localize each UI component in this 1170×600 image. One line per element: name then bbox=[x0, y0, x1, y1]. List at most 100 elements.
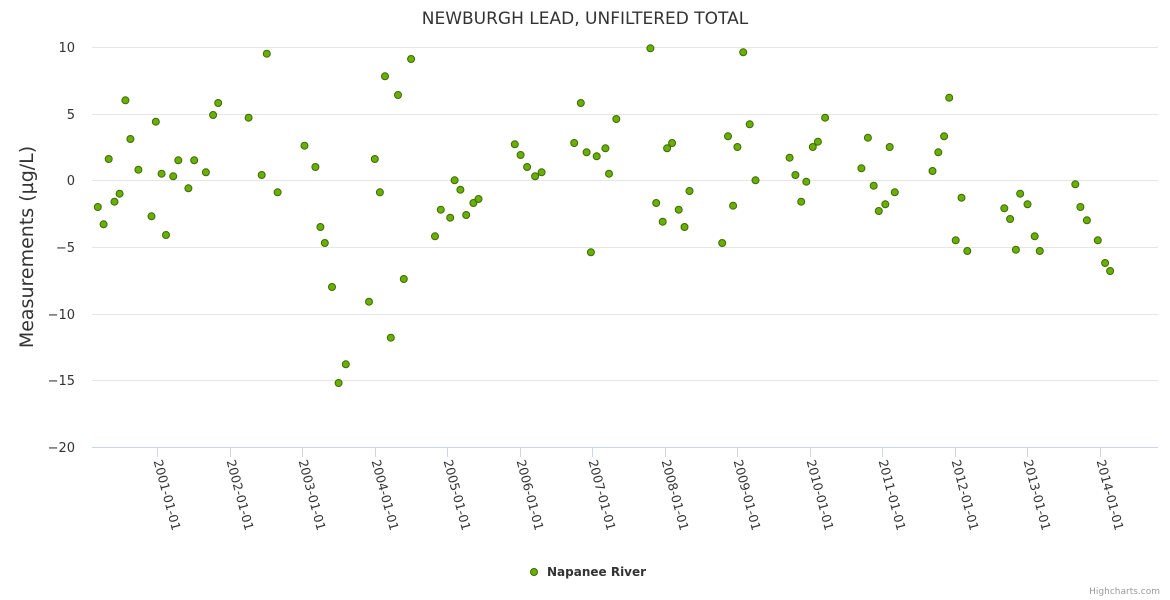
data-point[interactable] bbox=[320, 239, 329, 247]
data-point[interactable] bbox=[365, 297, 373, 306]
data-point[interactable] bbox=[446, 213, 455, 222]
data-point[interactable] bbox=[785, 153, 794, 162]
data-point[interactable] bbox=[652, 199, 661, 207]
data-point[interactable] bbox=[474, 195, 483, 203]
data-point[interactable] bbox=[115, 189, 124, 198]
data-point[interactable] bbox=[257, 171, 266, 179]
data-point[interactable] bbox=[813, 137, 822, 146]
data-point[interactable] bbox=[450, 176, 459, 185]
data-point[interactable] bbox=[940, 132, 949, 141]
data-point[interactable] bbox=[612, 115, 621, 123]
data-point[interactable] bbox=[214, 99, 223, 107]
data-point[interactable] bbox=[808, 143, 817, 151]
data-point[interactable] bbox=[733, 143, 742, 151]
data-point[interactable] bbox=[724, 132, 732, 141]
data-point[interactable] bbox=[718, 239, 727, 247]
data-point[interactable] bbox=[646, 44, 655, 53]
data-point[interactable] bbox=[510, 140, 519, 149]
data-point[interactable] bbox=[201, 168, 210, 177]
data-point[interactable] bbox=[162, 231, 170, 239]
data-point[interactable] bbox=[570, 139, 579, 147]
data-point[interactable] bbox=[745, 120, 754, 129]
data-point[interactable] bbox=[516, 151, 525, 159]
data-point[interactable] bbox=[300, 141, 309, 150]
data-point[interactable] bbox=[592, 152, 601, 161]
data-point[interactable] bbox=[209, 111, 218, 119]
data-point[interactable] bbox=[126, 135, 135, 143]
credit-link[interactable]: Highcharts.com bbox=[1089, 587, 1160, 597]
data-point[interactable] bbox=[951, 236, 960, 245]
data-point[interactable] bbox=[663, 144, 672, 153]
data-point[interactable] bbox=[668, 139, 677, 147]
data-point[interactable] bbox=[381, 72, 389, 81]
data-point[interactable] bbox=[174, 156, 183, 165]
data-point[interactable] bbox=[134, 165, 143, 174]
data-point[interactable] bbox=[93, 203, 102, 211]
data-point[interactable] bbox=[797, 197, 806, 206]
data-point[interactable] bbox=[582, 148, 591, 157]
data-point[interactable] bbox=[821, 113, 830, 122]
data-point[interactable] bbox=[190, 156, 199, 165]
data-point[interactable] bbox=[739, 48, 748, 57]
data-point[interactable] bbox=[394, 91, 402, 99]
data-point[interactable] bbox=[1106, 267, 1115, 275]
data-point[interactable] bbox=[957, 193, 966, 202]
data-point[interactable] bbox=[370, 155, 379, 163]
data-point[interactable] bbox=[110, 197, 119, 206]
data-point[interactable] bbox=[586, 248, 595, 257]
data-point[interactable] bbox=[456, 185, 465, 194]
data-point[interactable] bbox=[328, 283, 336, 291]
data-point[interactable] bbox=[1023, 200, 1032, 209]
data-point[interactable] bbox=[157, 169, 166, 178]
data-point[interactable] bbox=[1006, 215, 1015, 223]
data-point[interactable] bbox=[963, 247, 972, 255]
data-point[interactable] bbox=[1076, 203, 1085, 211]
data-point[interactable] bbox=[1082, 216, 1091, 225]
data-point[interactable] bbox=[531, 172, 540, 181]
data-point[interactable] bbox=[316, 223, 325, 231]
data-point[interactable] bbox=[791, 171, 800, 179]
data-point[interactable] bbox=[605, 169, 613, 178]
data-point[interactable] bbox=[334, 379, 343, 387]
data-point[interactable] bbox=[386, 333, 395, 342]
data-point[interactable] bbox=[407, 55, 416, 63]
data-point[interactable] bbox=[244, 113, 253, 122]
data-point[interactable] bbox=[658, 217, 667, 226]
data-point[interactable] bbox=[99, 220, 108, 229]
data-point[interactable] bbox=[1071, 180, 1080, 189]
data-point[interactable] bbox=[169, 172, 178, 181]
data-point[interactable] bbox=[576, 99, 585, 107]
data-point[interactable] bbox=[375, 188, 384, 197]
data-point[interactable] bbox=[869, 181, 878, 190]
data-point[interactable] bbox=[885, 143, 894, 151]
data-point[interactable] bbox=[1093, 236, 1102, 245]
data-point[interactable] bbox=[802, 177, 811, 186]
data-point[interactable] bbox=[341, 360, 350, 369]
data-point[interactable] bbox=[863, 133, 872, 142]
data-point[interactable] bbox=[1000, 204, 1009, 213]
data-point[interactable] bbox=[857, 164, 866, 173]
data-point[interactable] bbox=[523, 163, 532, 171]
data-point[interactable] bbox=[1030, 232, 1039, 241]
data-point[interactable] bbox=[399, 275, 408, 283]
data-point[interactable] bbox=[945, 93, 954, 102]
data-point[interactable] bbox=[147, 212, 156, 221]
data-point[interactable] bbox=[262, 49, 271, 58]
data-point[interactable] bbox=[729, 201, 738, 210]
data-point[interactable] bbox=[121, 96, 130, 105]
data-point[interactable] bbox=[674, 205, 683, 214]
data-point[interactable] bbox=[436, 205, 445, 214]
data-point[interactable] bbox=[1035, 247, 1044, 255]
data-point[interactable] bbox=[1101, 259, 1110, 267]
data-point[interactable] bbox=[874, 207, 883, 215]
data-point[interactable] bbox=[890, 188, 899, 197]
data-point[interactable] bbox=[1011, 245, 1020, 254]
legend[interactable]: Napanee River bbox=[530, 565, 647, 579]
data-point[interactable] bbox=[537, 168, 546, 177]
legend-item-napanee-river[interactable]: Napanee River bbox=[547, 565, 646, 579]
data-point[interactable] bbox=[431, 232, 439, 241]
data-point[interactable] bbox=[151, 117, 160, 126]
data-point[interactable] bbox=[311, 163, 320, 171]
data-point[interactable] bbox=[1016, 189, 1025, 198]
data-point[interactable] bbox=[751, 176, 760, 185]
